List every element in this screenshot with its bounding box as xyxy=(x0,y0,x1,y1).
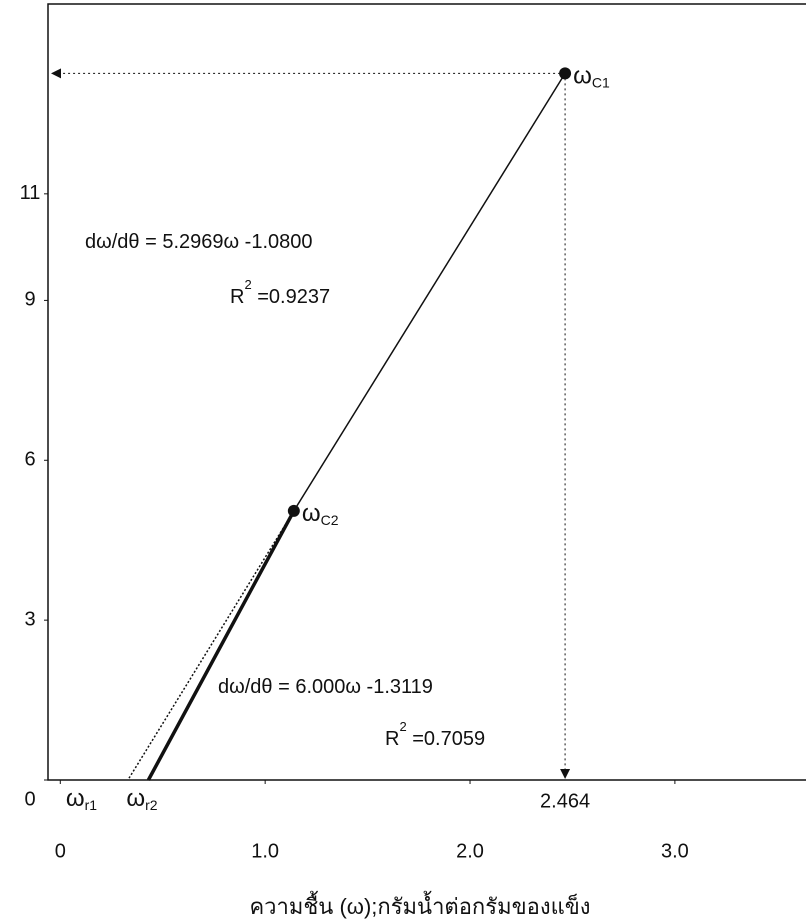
y-tick-label: 11 xyxy=(20,182,41,204)
point-label-symbol: ω xyxy=(66,785,85,812)
annotation: R2 =0.7059 xyxy=(385,719,485,750)
y-tick-label: 0 xyxy=(24,788,35,810)
annotation-sup: 2 xyxy=(244,277,251,292)
annotation-text: R xyxy=(385,728,399,750)
trend-line-bold xyxy=(146,510,296,781)
x-marker-label: 2.464 xyxy=(540,790,590,812)
point-label: ωr2 xyxy=(126,785,157,812)
x-axis-label: ความชื้น (ω);กรัมน้ำต่อกรัมของแข็ง xyxy=(249,891,590,919)
point xyxy=(559,67,572,80)
y-tick-label: 6 xyxy=(24,449,35,471)
point-label: ωC1 xyxy=(573,63,610,90)
point-label-symbol: ω xyxy=(302,500,321,527)
y-tick-label: 3 xyxy=(24,608,35,630)
point-label-symbol: ω xyxy=(126,785,145,812)
annotation-rest: =0.7059 xyxy=(407,728,485,750)
point-label-sub: C1 xyxy=(592,74,610,90)
point-label: ωr1 xyxy=(66,785,97,812)
point-label-symbol: ω xyxy=(573,63,592,90)
trend-line xyxy=(293,73,566,512)
annotation-rest: =0.9237 xyxy=(252,286,330,308)
annotation: dω/dθ = 5.2969ω -1.0800 xyxy=(85,231,313,253)
y-tick-label: 9 xyxy=(24,289,35,311)
x-tick-label: 2.0 xyxy=(456,840,484,862)
point-label-sub: r1 xyxy=(85,797,98,813)
trend-line-dotted xyxy=(127,510,295,781)
point-label: ωC2 xyxy=(302,500,339,527)
point xyxy=(287,504,300,517)
x-tick-label: 0 xyxy=(55,840,66,862)
x-tick-label: 1.0 xyxy=(251,840,279,862)
annotation: dω/dθ = 6.000ω -1.3119 xyxy=(218,676,433,698)
annotation-text: R xyxy=(230,286,244,308)
annotation-sup: 2 xyxy=(399,719,406,734)
plot-frame xyxy=(47,3,806,781)
point-label-sub: C2 xyxy=(321,512,339,528)
x-tick-label: 3.0 xyxy=(661,840,689,862)
point-label-sub: r2 xyxy=(145,797,158,813)
annotation: R2 =0.9237 xyxy=(230,277,330,308)
annotation-text: dω/dθ = 6.000ω -1.3119 xyxy=(218,676,433,698)
annotation-text: dω/dθ = 5.2969ω -1.0800 xyxy=(85,231,313,253)
